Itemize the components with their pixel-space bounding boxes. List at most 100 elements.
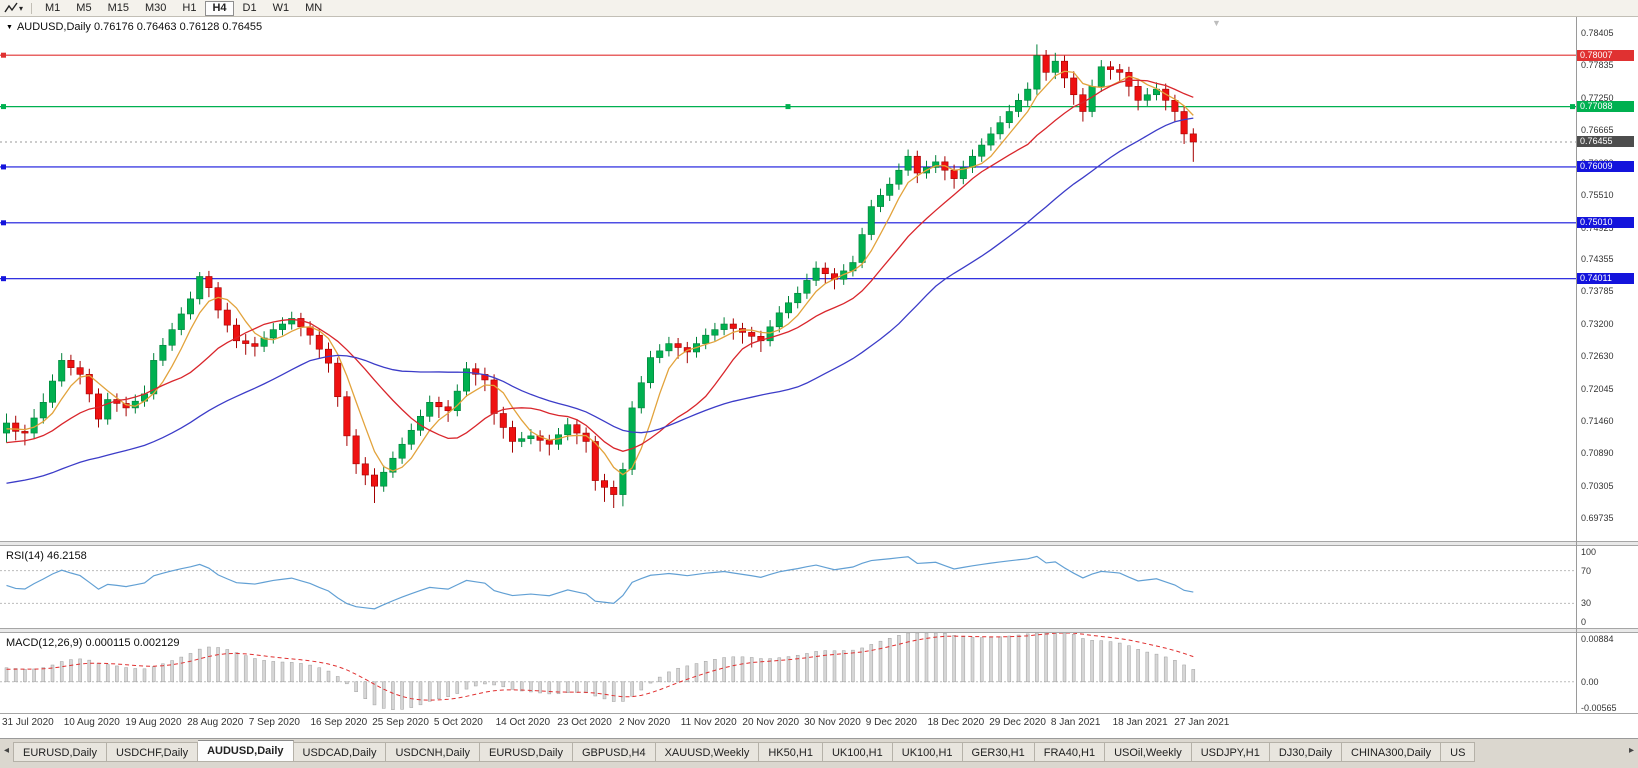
chart-title-label: AUDUSD,Daily 0.76176 0.76463 0.76128 0.7… bbox=[16, 21, 263, 33]
date-label: 10 Aug 2020 bbox=[63, 717, 120, 728]
macd-title-label: MACD(12,26,9) 0.000115 0.002129 bbox=[6, 637, 180, 649]
chart-tab-10-uk100-h1[interactable]: UK100,H1 bbox=[892, 742, 963, 762]
chart-tab-4-usdcnh-daily[interactable]: USDCNH,Daily bbox=[386, 742, 481, 762]
date-label: 11 Nov 2020 bbox=[680, 717, 737, 728]
date-label: 23 Oct 2020 bbox=[557, 717, 612, 728]
macd-histogram bbox=[4, 633, 1196, 710]
rsi-title: RSI(14) 46.2158 bbox=[6, 550, 87, 562]
price-tick-label: 0.78405 bbox=[1581, 27, 1614, 38]
chart-tab-8-hk50-h1[interactable]: HK50,H1 bbox=[759, 742, 823, 762]
timeframe-button-h4[interactable]: H4 bbox=[205, 0, 234, 16]
timeframe-button-m1[interactable]: M1 bbox=[45, 1, 61, 14]
line-handle[interactable] bbox=[1, 164, 6, 170]
price-tick-label: 0.75510 bbox=[1581, 189, 1614, 200]
macd-title: MACD(12,26,9) 0.000115 0.002129 bbox=[6, 637, 179, 649]
timeframe-toolbar: ▾ M1 M5 M15 M30 H1 H4 D1 W1 MN bbox=[0, 0, 1638, 17]
timeframe-button-m15[interactable]: M15 bbox=[107, 1, 129, 14]
price-tick-label: 0.70890 bbox=[1581, 448, 1614, 459]
date-label: 18 Jan 2021 bbox=[1112, 717, 1168, 728]
chart-tabs: EURUSD,Daily USDCHF,Daily AUDUSD,Daily USDC… bbox=[13, 739, 1625, 762]
chart-tab-9-uk100-h1[interactable]: UK100,H1 bbox=[822, 742, 893, 762]
chart-tab-7-xauusd-weekly[interactable]: XAUUSD,Weekly bbox=[655, 742, 760, 762]
chart-tab-16-china300-daily[interactable]: CHINA300,Daily bbox=[1342, 742, 1442, 762]
chart-tab-1-usdchf-daily[interactable]: USDCHF,Daily bbox=[106, 742, 199, 762]
price-tick-label: 0.74355 bbox=[1581, 254, 1614, 265]
line-handle[interactable] bbox=[1, 104, 6, 110]
chart-tab-17-us[interactable]: US bbox=[1441, 742, 1476, 762]
toolbar-separator bbox=[31, 2, 33, 14]
date-label: 30 Nov 2020 bbox=[804, 717, 861, 728]
current-price-badge: 0.76455 bbox=[1577, 136, 1634, 148]
date-label: 14 Oct 2020 bbox=[495, 717, 551, 728]
price-tick-label: 0.70305 bbox=[1581, 480, 1614, 491]
macd-indicator-pane: MACD(12,26,9) 0.000115 0.002129 0.00884 0… bbox=[0, 633, 1638, 713]
chart-tab-6-gbpusd-h4[interactable]: GBPUSD,H4 bbox=[573, 742, 656, 762]
date-label: 25 Sep 2020 bbox=[372, 717, 429, 728]
pane-splitter[interactable] bbox=[0, 541, 1638, 546]
tab-scroll-left-icon[interactable]: ◂ bbox=[3, 745, 10, 756]
macd-chart[interactable] bbox=[0, 633, 1576, 713]
price-scale-divider bbox=[1576, 17, 1577, 713]
rsi-tick-label: 100 bbox=[1581, 547, 1597, 557]
date-label: 28 Aug 2020 bbox=[187, 717, 244, 728]
chart-menu-icon[interactable]: ▼ bbox=[6, 23, 13, 31]
chart-tab-13-usoil-weekly[interactable]: USOil,Weekly bbox=[1105, 742, 1192, 762]
chart-shift-marker-icon[interactable]: ▼ bbox=[1212, 18, 1221, 28]
price-tick-label: 0.77250 bbox=[1581, 92, 1614, 103]
timeframe-button-h1[interactable]: H1 bbox=[182, 1, 197, 14]
macd-signal-line bbox=[6, 633, 1194, 701]
timeframe-button-d1[interactable]: D1 bbox=[242, 1, 257, 14]
time-axis[interactable]: 31 Jul 2020 10 Aug 2020 19 Aug 2020 28 Aug … bbox=[0, 713, 1638, 732]
chart-tab-2-audusd-daily[interactable]: AUDUSD,Daily bbox=[198, 740, 294, 762]
macd-tick-label: -0.00565 bbox=[1581, 703, 1617, 713]
macd-tick-label: 0.00 bbox=[1581, 676, 1599, 687]
price-tick-label: 0.73200 bbox=[1581, 319, 1614, 330]
date-label: 18 Dec 2020 bbox=[927, 717, 985, 728]
line-handle[interactable] bbox=[1, 220, 6, 226]
level-price-badge: 0.76009 bbox=[1577, 161, 1634, 173]
chart-tab-0-eurusd-daily[interactable]: EURUSD,Daily bbox=[13, 742, 107, 762]
line-handle[interactable] bbox=[1, 276, 6, 282]
pane-splitter[interactable] bbox=[0, 628, 1638, 633]
chart-title: ▼ AUDUSD,Daily 0.76176 0.76463 0.76128 0… bbox=[6, 21, 262, 33]
line-handle[interactable] bbox=[785, 104, 791, 110]
chart-line-tool-icon[interactable] bbox=[4, 2, 18, 14]
chart-tab-bar: ◂ EURUSD,Daily USDCHF,Daily AUDUSD,Daily US… bbox=[0, 738, 1638, 768]
price-tick-label: 0.72630 bbox=[1581, 350, 1614, 361]
date-label: 29 Dec 2020 bbox=[989, 717, 1046, 728]
horizontal-lines bbox=[0, 52, 1576, 282]
toolbar-dropdown-icon[interactable]: ▾ bbox=[19, 3, 24, 13]
line-handle[interactable] bbox=[1, 52, 6, 58]
timeframe-button-w1[interactable]: W1 bbox=[272, 1, 290, 14]
timeframe-button-mn[interactable]: MN bbox=[305, 1, 323, 14]
level-price-badge: 0.77088 bbox=[1577, 101, 1634, 113]
medium-ma-line[interactable] bbox=[6, 79, 1194, 452]
fast-ma-line[interactable] bbox=[6, 70, 1194, 476]
price-tick-label: 0.76665 bbox=[1581, 125, 1614, 136]
price-chart-pane: ▼ AUDUSD,Daily 0.76176 0.76463 0.76128 0… bbox=[0, 17, 1638, 541]
date-label: 27 Jan 2021 bbox=[1174, 717, 1230, 728]
candlestick-chart[interactable] bbox=[0, 17, 1576, 541]
rsi-chart[interactable] bbox=[0, 546, 1576, 628]
chart-tab-14-usdjpy-h1[interactable]: USDJPY,H1 bbox=[1191, 742, 1270, 762]
timeframe-button-m30[interactable]: M30 bbox=[144, 1, 167, 14]
timeframe-button-m5[interactable]: M5 bbox=[76, 1, 92, 14]
timeframe-buttons: M1 M5 M15 M30 H1 H4 D1 W1 MN bbox=[37, 0, 330, 16]
chart-tab-15-dj30-daily[interactable]: DJ30,Daily bbox=[1269, 742, 1343, 762]
slow-ma-line[interactable] bbox=[6, 117, 1194, 484]
level-price-badge: 0.78007 bbox=[1577, 49, 1634, 61]
date-label: 7 Sep 2020 bbox=[248, 717, 300, 728]
line-handle[interactable] bbox=[1570, 104, 1575, 110]
chart-tab-5-eurusd-daily[interactable]: EURUSD,Daily bbox=[480, 742, 573, 762]
level-price-badge: 0.74011 bbox=[1577, 273, 1634, 285]
level-price-badge: 0.75010 bbox=[1577, 217, 1634, 229]
date-label: 31 Jul 2020 bbox=[2, 717, 54, 728]
price-tick-label: 0.69735 bbox=[1581, 512, 1614, 523]
macd-tick-label: 0.00884 bbox=[1581, 634, 1614, 644]
chart-tab-11-ger30-h1[interactable]: GER30,H1 bbox=[962, 742, 1035, 762]
chart-tab-12-fra40-h1[interactable]: FRA40,H1 bbox=[1034, 742, 1106, 762]
chart-tab-3-usdcad-daily[interactable]: USDCAD,Daily bbox=[293, 742, 387, 762]
tab-scroll-right-icon[interactable]: ▸ bbox=[1628, 745, 1635, 756]
date-label: 9 Dec 2020 bbox=[865, 717, 917, 728]
